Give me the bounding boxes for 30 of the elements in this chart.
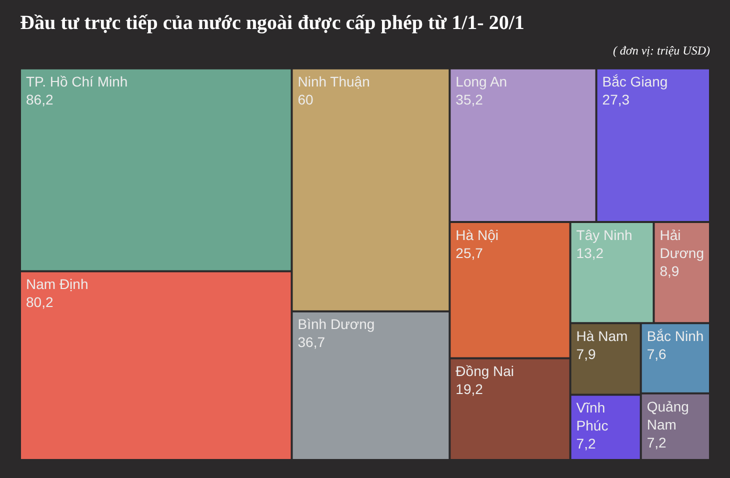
data-label: 36,7 (298, 334, 326, 350)
data-label: 8,9 (660, 262, 680, 279)
category-label: Hải Dương (660, 226, 704, 261)
data-label: 80,2 (26, 294, 54, 310)
data-label: 13,2 (576, 244, 604, 261)
category-label: Bắc Giang (602, 73, 668, 90)
category-label: Ninh Thuận (298, 73, 370, 90)
data-label: 27,3 (602, 91, 630, 108)
data-label: 60 (298, 91, 314, 108)
data-label: 86,2 (26, 91, 54, 108)
category-label: Long An (456, 73, 508, 90)
category-label: Bình Dương (298, 316, 375, 332)
category-label: Hà Nội (456, 226, 498, 243)
category-label: Tây Ninh (576, 226, 632, 243)
category-label: Quảng Nam (646, 398, 689, 432)
category-label: Đồng Nai (456, 363, 514, 380)
category-label: TP. Hồ Chí Minh (26, 73, 128, 90)
data-label: 25,7 (456, 244, 484, 261)
data-label: 7,2 (576, 436, 596, 452)
data-label: 19,2 (456, 381, 484, 398)
category-label: Nam Định (26, 276, 88, 292)
data-label: 35,2 (456, 91, 484, 108)
text: Đầu tư trực tiếp của nước ngoài được cấp phép từ 1/1- 20/1 (20, 12, 524, 34)
data-label: 7,6 (646, 346, 667, 362)
text: ( đơn vị: triệu USD) (612, 43, 710, 58)
data-label: 7,2 (646, 434, 667, 450)
data-label: 7,9 (576, 346, 596, 362)
category-label: Bắc Ninh (646, 328, 704, 344)
category-label: Vĩnh Phúc (576, 400, 608, 434)
category-label: Hà Nam (576, 328, 628, 344)
